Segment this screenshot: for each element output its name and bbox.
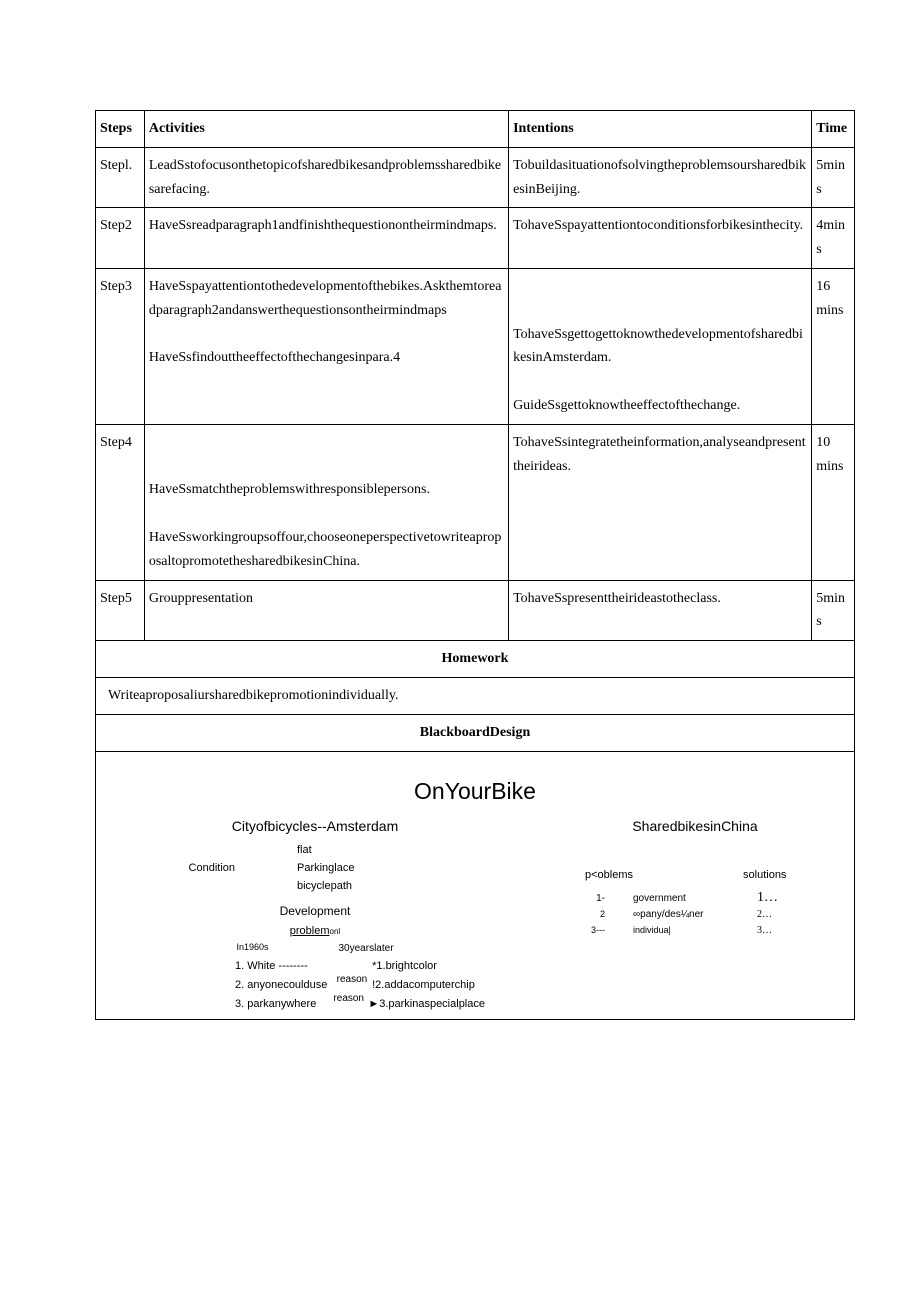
homework-header: Homework <box>96 641 855 678</box>
cell-step: Step2 <box>96 208 145 269</box>
blackboard-body-row: OnYourBike Cityofbicycles--Amsterdam fla… <box>96 751 855 1020</box>
blackboard-title: OnYourBike <box>100 772 850 811</box>
table-row: Stepl. LeadSstofocusonthetopicofsharedbi… <box>96 147 855 208</box>
header-steps: Steps <box>96 111 145 148</box>
homework-body: Writeaproposaliursharedbikepromotionindi… <box>96 677 855 714</box>
list-left: 1. White -------- <box>235 957 332 976</box>
cell-time: 10 mins <box>812 424 855 580</box>
cell-activities: HaveSsmatchtheproblemswithresponsibleper… <box>144 424 508 580</box>
table-row: Step3 HaveSspayattentiontothedevelopment… <box>96 268 855 424</box>
cell-activities: LeadSstofocusonthetopicofsharedbikesandp… <box>144 147 508 208</box>
condition-flat: flat <box>251 842 312 860</box>
condition-row: bicyclepath <box>145 878 485 896</box>
blackboard-header: BlackboardDesign <box>96 714 855 751</box>
cell-intentions: Tobuildasituationofsolvingtheproblemsour… <box>509 147 812 208</box>
table-row: Step5 Grouppresentation TohaveSspresentt… <box>96 580 855 641</box>
china-row: 3--- individua| 3… <box>585 923 805 939</box>
blackboard-left-col: Cityofbicycles--Amsterdam flat Condition… <box>145 815 485 1014</box>
cell-activities: Grouppresentation <box>144 580 508 641</box>
china-row: 1- government 1… <box>585 891 805 907</box>
table-row: Step2 HaveSsreadparagraph1andfinishthequ… <box>96 208 855 269</box>
china-header-row: p<oblems solutions <box>585 866 805 885</box>
cell-step: Stepl. <box>96 147 145 208</box>
condition-row: Condition Parkinglace <box>145 860 485 878</box>
page: Steps Activities Intentions Time Stepl. … <box>95 110 855 1020</box>
condition-parking: Parkinglace <box>251 860 354 878</box>
table-row: Step4 HaveSsmatchtheproblemswithresponsi… <box>96 424 855 580</box>
cell-step: Step5 <box>96 580 145 641</box>
china-who: individua| <box>633 923 729 939</box>
list-right: ►3.parkinaspecialplace <box>368 995 485 1014</box>
problems-label: p<oblems <box>585 866 633 885</box>
blackboard-header-row: BlackboardDesign <box>96 714 855 751</box>
condition-row: flat <box>145 842 485 860</box>
cell-step: Step4 <box>96 424 145 580</box>
cell-time: 5mins <box>812 580 855 641</box>
list-mid: reason <box>332 971 372 988</box>
homework-header-row: Homework <box>96 641 855 678</box>
table-header-row: Steps Activities Intentions Time <box>96 111 855 148</box>
list-left: 2. anyonecoulduse <box>235 976 332 995</box>
china-sol: 3… <box>757 923 797 939</box>
condition-path: bicyclepath <box>251 878 352 896</box>
left-subtitle: Cityofbicycles--Amsterdam <box>145 815 485 839</box>
list-left: 3. parkanywhere <box>235 995 329 1014</box>
list-row: 3. parkanywhere reason ►3.parkinaspecial… <box>235 995 485 1014</box>
header-activities: Activities <box>144 111 508 148</box>
blackboard-columns: Cityofbicycles--Amsterdam flat Condition… <box>100 815 850 1014</box>
list-right: !2.addacomputerchip <box>372 976 485 995</box>
cell-intentions: TohaveSspresenttheirideastotheclass. <box>509 580 812 641</box>
empty <box>145 878 251 896</box>
development-label: Development <box>145 901 485 921</box>
blackboard-cell: OnYourBike Cityofbicycles--Amsterdam fla… <box>96 751 855 1020</box>
china-n: 3--- <box>585 923 605 939</box>
cell-intentions: TohaveSspayattentiontoconditionsforbikes… <box>509 208 812 269</box>
homework-body-row: Writeaproposaliursharedbikepromotionindi… <box>96 677 855 714</box>
cell-time: 16 mins <box>812 268 855 424</box>
era-right: 30yearslater <box>339 940 394 957</box>
cell-activities: HaveSsreadparagraph1andfinishthequestion… <box>144 208 508 269</box>
cell-time: 4mins <box>812 208 855 269</box>
condition-label: Condition <box>145 860 251 878</box>
china-n: 2 <box>585 907 605 923</box>
china-sol: 2… <box>757 907 797 923</box>
china-row: 2 ∞pany/des¼ner 2… <box>585 907 805 923</box>
era-left: In1960s <box>236 940 268 957</box>
blackboard-right-col: SharedbikesinChina p<oblems solutions 1-… <box>585 815 805 1014</box>
cell-intentions: TohaveSsgettogettoknowthedevelopmentofsh… <box>509 268 812 424</box>
right-subtitle: SharedbikesinChina <box>585 815 805 839</box>
cell-step: Step3 <box>96 268 145 424</box>
problem-text: problem <box>290 925 330 937</box>
empty <box>145 842 251 860</box>
china-table: 1- government 1… 2 ∞pany/des¼ner 2… <box>585 891 805 939</box>
change-list: 1. White -------- *1.brightcolor 2. anyo… <box>235 957 485 1013</box>
era-row: In1960s 30yearslater <box>145 940 485 957</box>
china-n: 1- <box>585 891 605 907</box>
cell-time: 5mins <box>812 147 855 208</box>
china-sol: 1… <box>757 891 797 907</box>
header-time: Time <box>812 111 855 148</box>
lesson-plan-table: Steps Activities Intentions Time Stepl. … <box>95 110 855 1020</box>
cell-intentions: TohaveSsintegratetheinformation,analysea… <box>509 424 812 580</box>
header-intentions: Intentions <box>509 111 812 148</box>
problem-sub: onl <box>330 925 341 939</box>
cell-activities: HaveSspayattentiontothedevelopmentoftheb… <box>144 268 508 424</box>
china-who: ∞pany/des¼ner <box>633 907 729 923</box>
list-right: *1.brightcolor <box>372 957 485 976</box>
china-who: government <box>633 891 729 907</box>
list-mid: reason <box>329 990 368 1007</box>
problem-label: problemonl <box>145 922 485 941</box>
solutions-label: solutions <box>743 866 786 885</box>
